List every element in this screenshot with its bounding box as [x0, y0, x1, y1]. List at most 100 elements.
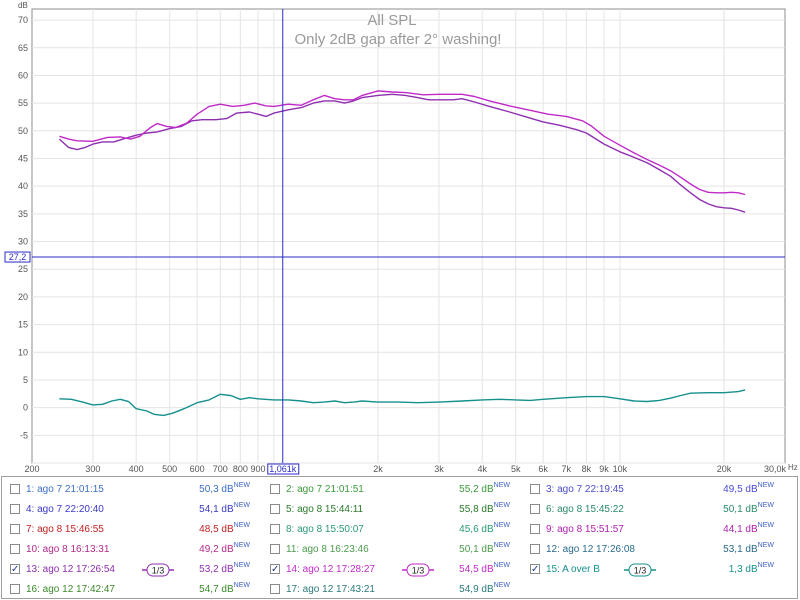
smoothing-indicator-icon[interactable]: 1/3 — [142, 563, 174, 577]
legend-label[interactable]: 4: ago 7 22:20:40 — [26, 504, 104, 515]
legend-checkbox[interactable] — [270, 484, 280, 494]
new-badge: NEW — [757, 522, 774, 529]
x-tick-label: 9k — [599, 464, 609, 474]
legend-value: 1,3 dBNEW — [728, 562, 774, 575]
smoothing-indicator-icon[interactable]: 1/3 — [624, 563, 656, 577]
legend-label[interactable]: 8: ago 8 15:50:07 — [286, 524, 364, 535]
x-tick-label: 2k — [373, 464, 383, 474]
y-tick-label: 35 — [18, 209, 28, 219]
legend-checkbox[interactable] — [10, 484, 20, 494]
legend-checkbox[interactable] — [10, 524, 20, 534]
legend-checkbox[interactable]: ✓ — [10, 564, 20, 575]
legend-label[interactable]: 14: ago 12 17:28:27 — [286, 564, 375, 575]
legend-checkbox[interactable] — [10, 584, 20, 594]
grid — [32, 9, 785, 464]
legend-item: 11: ago 8 16:23:46 50,1 dBNEW — [264, 541, 510, 559]
legend-item: 9: ago 8 15:51:57 44,1 dBNEW — [524, 521, 774, 539]
legend-label[interactable]: 13: ago 12 17:26:54 — [26, 564, 115, 575]
y-tick-label: 0 — [23, 403, 28, 413]
y-tick-label: 25 — [18, 264, 28, 274]
legend-checkbox[interactable] — [270, 524, 280, 534]
x-tick-label: 800 — [233, 464, 248, 474]
plot-area[interactable] — [31, 8, 786, 464]
legend-label[interactable]: 11: ago 8 16:23:46 — [286, 544, 369, 555]
legend-label[interactable]: 17: ago 12 17:43:21 — [286, 584, 375, 595]
x-tick-label: 4k — [477, 464, 487, 474]
chart-title: All SPL — [367, 12, 416, 29]
x-tick-label: 7k — [562, 464, 572, 474]
legend-label[interactable]: 10: ago 8 16:13:31 — [26, 544, 110, 555]
legend-value: 54,7 dBNEW — [199, 582, 250, 595]
legend-checkbox[interactable]: ✓ — [530, 564, 540, 575]
y-tick-label: 5 — [23, 375, 28, 385]
legend-value: 49,5 dBNEW — [723, 482, 774, 495]
x-tick-label: 8k — [582, 464, 592, 474]
smoothing-indicator-icon[interactable]: 1/3 — [402, 563, 434, 577]
legend-value: 54,1 dBNEW — [199, 502, 250, 515]
legend-checkbox[interactable]: ✓ — [270, 564, 280, 575]
new-badge: NEW — [493, 502, 510, 509]
series-line-1 — [58, 93, 746, 213]
legend-label[interactable]: 2: ago 7 21:01:51 — [286, 484, 364, 495]
series-line-3 — [59, 389, 746, 417]
legend-item: 17: ago 12 17:43:21 54,9 dBNEW — [264, 581, 510, 599]
legend-value: 48,5 dBNEW — [199, 522, 250, 535]
legend-label[interactable]: 1: ago 7 21:01:15 — [26, 484, 104, 495]
legend-item: 1: ago 7 21:01:15 50,3 dBNEW — [4, 481, 250, 499]
x-tick-label: 600 — [190, 464, 205, 474]
legend-checkbox[interactable] — [530, 504, 540, 514]
legend-value: 53,2 dBNEW — [199, 562, 250, 575]
svg-text:1/3: 1/3 — [152, 566, 165, 576]
legend-checkbox[interactable] — [530, 544, 540, 554]
new-badge: NEW — [233, 562, 250, 569]
legend-value: 53,1 dBNEW — [723, 542, 774, 555]
x-tick-label: 6k — [538, 464, 548, 474]
legend-checkbox[interactable] — [530, 524, 540, 534]
cursor-x-readout-box — [267, 463, 300, 475]
y-tick-label: 40 — [18, 181, 28, 191]
x-tick-label: 3k — [434, 464, 444, 474]
legend-checkbox[interactable] — [270, 504, 280, 514]
y-tick-label: 60 — [18, 70, 28, 80]
legend-label[interactable]: 5: ago 8 15:44:11 — [286, 504, 364, 515]
legend-item: 12: ago 12 17:26:08 53,1 dBNEW — [524, 541, 774, 559]
new-badge: NEW — [757, 542, 774, 549]
legend-label[interactable]: 15: A over B — [546, 564, 600, 575]
legend-checkbox[interactable] — [270, 544, 280, 554]
legend-value: 54,5 dBNEW — [459, 562, 510, 575]
y-tick-label: 15 — [18, 320, 28, 330]
new-badge: NEW — [493, 522, 510, 529]
legend-value: 50,1 dBNEW — [723, 502, 774, 515]
cursor[interactable]: 1,061k 27,2 — [4, 9, 785, 475]
legend-value: 44,1 dBNEW — [723, 522, 774, 535]
legend-label[interactable]: 12: ago 12 17:26:08 — [546, 544, 635, 555]
new-badge: NEW — [493, 582, 510, 589]
legend-label[interactable]: 9: ago 8 15:51:57 — [546, 524, 624, 535]
y-tick-label: 55 — [18, 98, 28, 108]
legend-item: 16: ago 12 17:42:47 54,7 dBNEW — [4, 581, 250, 599]
legend-item: ✓ 13: ago 12 17:26:54 1/3 53,2 dBNEW — [4, 561, 250, 579]
x-axis-unit: Hz — [788, 463, 798, 472]
legend-label[interactable]: 6: ago 8 15:45:22 — [546, 504, 624, 515]
x-tick-label: 500 — [162, 464, 177, 474]
x-tick-labels: 200 300 400 500 600 700 800 900 2k 3k 4k 5k 6k 7k 8k 9k… — [24, 464, 786, 474]
x-tick-label: 900 — [251, 464, 266, 474]
legend-label[interactable]: 3: ago 7 22:19:45 — [546, 484, 624, 495]
series-line-2 — [59, 90, 746, 196]
legend-checkbox[interactable] — [270, 584, 280, 594]
legend-checkbox[interactable] — [530, 484, 540, 494]
legend-value: 50,1 dBNEW — [459, 542, 510, 555]
legend-label[interactable]: 7: ago 8 15:46:55 — [26, 524, 104, 535]
legend-item: ✓ 14: ago 12 17:28:27 1/3 54,5 dBNEW — [264, 561, 510, 579]
legend-label[interactable]: 16: ago 12 17:42:47 — [26, 584, 115, 595]
new-badge: NEW — [757, 502, 774, 509]
new-badge: NEW — [757, 562, 774, 569]
legend-checkbox[interactable] — [10, 504, 20, 514]
svg-text:1/3: 1/3 — [412, 566, 425, 576]
new-badge: NEW — [757, 482, 774, 489]
y-tick-label: -5 — [20, 430, 28, 440]
x-tick-label: 400 — [129, 464, 144, 474]
legend-checkbox[interactable] — [10, 544, 20, 554]
